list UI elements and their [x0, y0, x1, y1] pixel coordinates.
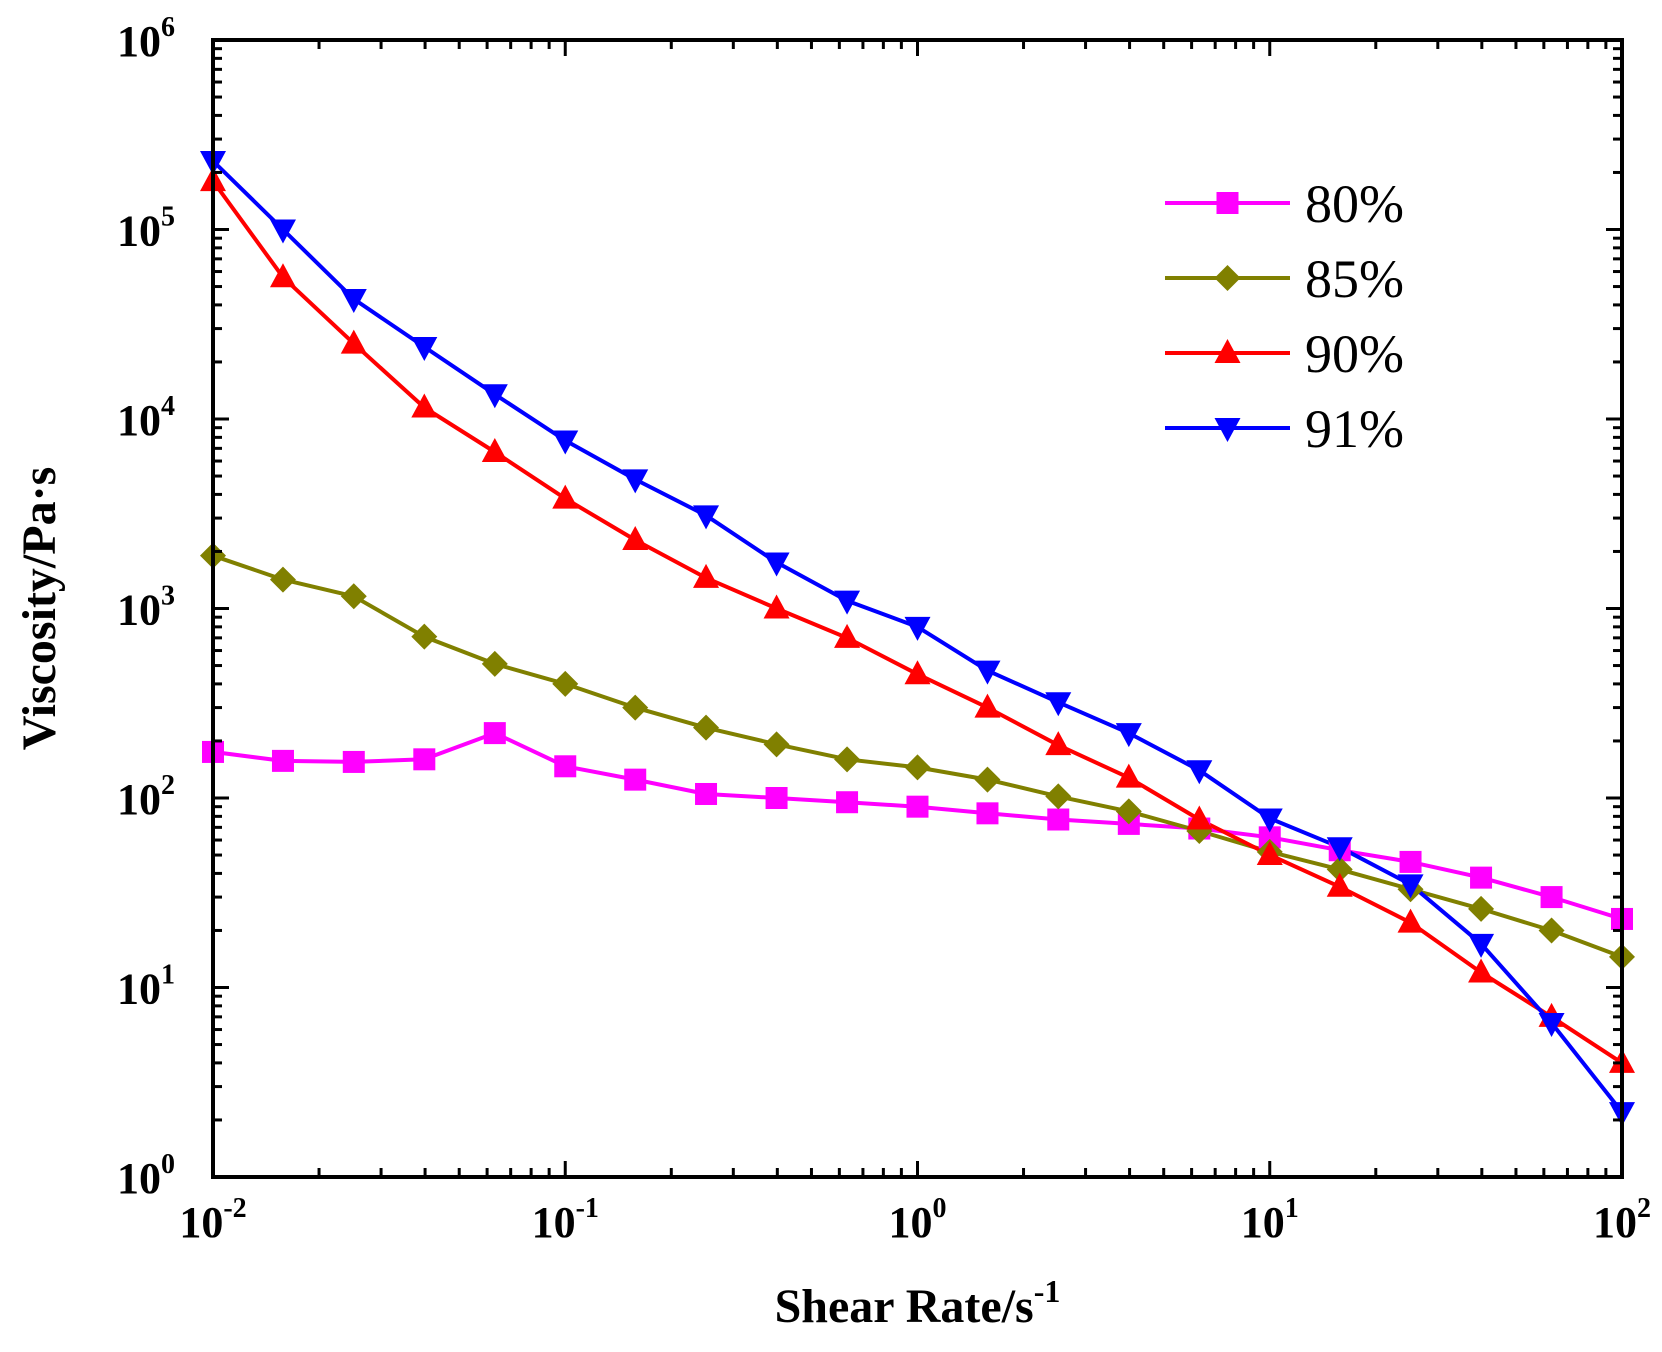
data-point-90pct	[1256, 841, 1283, 866]
legend-marker-90pct	[1214, 339, 1241, 363]
x-tick-label: 101	[1241, 1193, 1299, 1247]
x-tick-label: 10-1	[532, 1193, 599, 1247]
data-point-90pct	[481, 437, 508, 462]
data-point-85pct	[974, 766, 1001, 793]
y-tick-label: 101	[117, 960, 175, 1014]
data-point-85pct	[1538, 917, 1565, 944]
data-point-91pct	[1397, 874, 1424, 899]
data-point-90pct	[1045, 731, 1072, 756]
y-tick-label: 106	[117, 12, 175, 66]
data-point-80pct	[765, 787, 788, 809]
data-point-91pct	[340, 288, 367, 313]
data-point-91pct	[1468, 933, 1495, 958]
data-point-90pct	[1468, 958, 1495, 983]
data-point-91pct	[904, 616, 931, 641]
x-tick-label: 100	[889, 1193, 947, 1247]
plot-frame	[211, 38, 1624, 1179]
data-point-85pct	[1115, 798, 1142, 825]
data-point-80pct	[1470, 866, 1493, 889]
data-point-85pct	[340, 583, 367, 610]
data-point-91pct	[974, 660, 1001, 685]
data-point-80pct	[624, 768, 647, 791]
data-point-80pct	[1047, 808, 1070, 831]
plot-markers	[200, 150, 1635, 1127]
data-point-85pct	[481, 650, 508, 677]
data-point-91pct	[834, 590, 861, 615]
data-point-90pct	[904, 660, 931, 685]
legend-label-80pct: 80%	[1305, 174, 1404, 234]
data-point-80pct	[342, 750, 365, 773]
data-point-91pct	[622, 469, 649, 494]
legend-label-90pct: 90%	[1305, 324, 1404, 384]
data-point-91pct	[763, 552, 790, 577]
data-point-80pct	[1540, 886, 1563, 909]
data-point-91pct	[1045, 692, 1072, 717]
legend: 80% 85% 90% 91%	[1165, 174, 1404, 459]
data-point-85pct	[552, 670, 579, 697]
legend-label-85pct: 85%	[1305, 249, 1404, 309]
data-point-80pct	[271, 749, 294, 772]
tick-labels: 10-2 10-1 100 101 102 100 101 102 103 104 105 106	[117, 12, 1651, 1247]
data-point-85pct	[1045, 783, 1072, 810]
data-point-85pct	[1468, 895, 1495, 922]
data-point-85pct	[763, 731, 790, 758]
data-point-91pct	[693, 505, 720, 530]
data-point-90pct	[411, 393, 438, 418]
data-point-80pct	[976, 802, 999, 825]
data-point-80pct	[413, 748, 436, 771]
data-point-90pct	[622, 525, 649, 550]
data-point-91pct	[269, 219, 296, 244]
data-point-85pct	[1326, 856, 1353, 883]
x-tick-label: 10-2	[179, 1193, 246, 1247]
data-point-85pct	[411, 623, 438, 650]
y-axis-title: Viscosity/Pa·s	[13, 467, 66, 751]
data-point-90pct	[1397, 908, 1424, 933]
data-point-90pct	[834, 623, 861, 648]
data-point-85pct	[269, 566, 296, 593]
data-point-91pct	[1538, 1012, 1565, 1037]
data-point-80pct	[1399, 850, 1422, 873]
data-point-85pct	[622, 694, 649, 721]
data-point-80pct	[1258, 826, 1281, 849]
data-point-80pct	[483, 722, 506, 745]
data-point-90pct	[1326, 872, 1353, 897]
data-point-91pct	[1186, 760, 1213, 785]
y-tick-label: 105	[117, 202, 175, 256]
data-point-91pct	[1256, 808, 1283, 833]
legend-marker-85pct	[1214, 265, 1241, 291]
data-point-80pct	[554, 755, 577, 778]
data-point-80pct	[906, 795, 929, 818]
data-point-91pct	[552, 430, 579, 455]
legend-marker-80pct	[1216, 192, 1239, 214]
axis-ticks	[211, 38, 1624, 1179]
y-tick-label: 102	[117, 770, 175, 824]
data-point-91pct	[1115, 723, 1142, 748]
data-point-85pct	[693, 714, 720, 741]
data-point-91pct	[411, 336, 438, 361]
legend-marker-91pct	[1214, 418, 1241, 442]
y-tick-label: 103	[117, 581, 175, 635]
data-point-90pct	[1115, 763, 1142, 788]
data-point-80pct	[695, 782, 718, 805]
data-point-90pct	[974, 693, 1001, 718]
data-point-85pct	[834, 746, 861, 773]
data-point-90pct	[269, 263, 296, 288]
data-point-90pct	[340, 329, 367, 354]
data-point-90pct	[552, 484, 579, 509]
data-point-90pct	[1186, 805, 1213, 830]
x-axis-title: Shear Rate/s-1	[775, 1273, 1061, 1333]
y-tick-label: 104	[117, 391, 175, 445]
data-point-90pct	[763, 594, 790, 619]
data-point-85pct	[904, 754, 931, 781]
y-tick-label: 100	[117, 1149, 175, 1203]
data-point-91pct	[481, 384, 508, 409]
data-point-91pct	[1326, 837, 1353, 862]
data-point-80pct	[836, 791, 859, 814]
x-tick-label: 102	[1593, 1193, 1651, 1247]
legend-label-91pct: 91%	[1305, 399, 1404, 459]
data-point-90pct	[693, 563, 720, 588]
